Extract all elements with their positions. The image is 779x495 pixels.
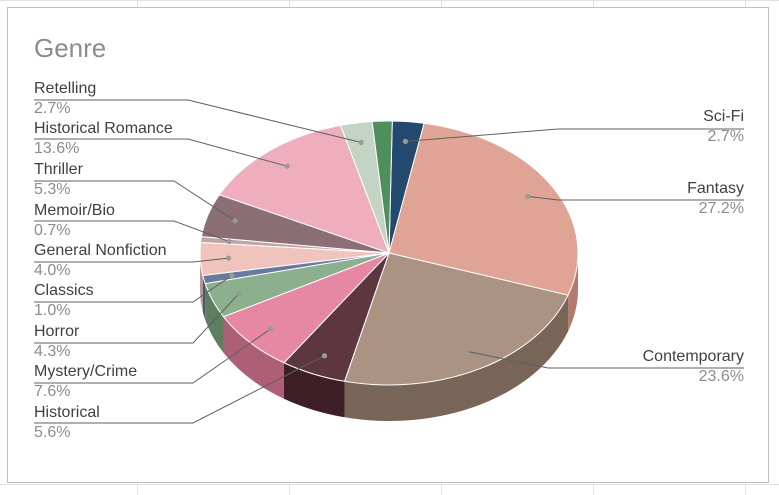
leader-dot-general-nonfiction [225,255,232,261]
label-value-historical: 5.6% [34,424,70,441]
sheet-gridline [0,0,779,1]
leader-line-contemporary [466,350,744,369]
leader-dot-mystery-crime [268,326,274,332]
leader-line-classics [34,275,232,303]
pie-slices [199,120,579,386]
leader-dot-horror [236,290,242,297]
leader-dot-thriller [232,218,238,224]
label-thriller: Thriller [34,161,84,178]
leader-dot-sci-fi [402,138,409,144]
leader-dot-fantasy [525,193,531,199]
label-historical: Historical [34,404,100,421]
pie-sides [200,253,578,421]
slice-unlabeled[interactable] [371,120,393,254]
label-value-classics: 1.0% [34,302,70,319]
label-value-memoir-bio: 0.7% [34,222,70,239]
leader-dot-memoir-bio [226,238,232,245]
leader-line-fantasy [527,195,744,201]
label-value-general-nonfiction: 4.0% [34,262,70,279]
label-horror: Horror [34,323,80,340]
leader-line-historical-romance [34,138,288,167]
leader-dot-historical-romance [284,163,290,169]
label-historical-romance: Historical Romance [34,120,173,137]
chart-title: Genre [34,33,106,63]
label-value-horror: 4.3% [34,343,70,360]
slice-fantasy[interactable] [388,122,579,296]
label-classics: Classics [34,282,94,299]
slice-side-contemporary [344,295,569,421]
label-general-nonfiction: General Nonfiction [34,242,167,259]
label-value-contemporary: 23.6% [699,368,744,385]
data-labels: Sci-Fi 2.7% Fantasy 27.2% Contemporary 23.6% H… [34,80,744,441]
chart-container[interactable]: Genre Sci-Fi 2.7% Fantasy 27.2% Contemporary… [7,7,769,483]
leader-line-retelling [34,99,362,143]
leader-line-historical [34,355,325,424]
label-value-mystery-crime: 7.6% [34,383,70,400]
leader-line-mystery-crime [34,328,271,384]
label-memoir-bio: Memoir/Bio [34,202,115,219]
sheet-gridline [0,484,779,485]
leader-dot-classics [229,272,235,279]
pie-chart: Genre Sci-Fi 2.7% Fantasy 27.2% Contemporary… [34,33,744,441]
slice-historical-romance[interactable] [218,124,390,254]
leader-lines [34,99,744,424]
slice-side-historical [283,362,345,418]
slice-side-horror [205,283,224,353]
leader-line-sci-fi [405,128,744,142]
leader-line-thriller [34,180,236,222]
leader-line-general-nonfiction [34,257,229,263]
label-sci-fi: Sci-Fi [703,108,744,125]
leader-dot-retelling [358,139,364,146]
slice-side-classics [202,275,206,320]
leader-dot-contemporary [463,348,470,354]
label-fantasy: Fantasy [687,180,744,197]
label-value-sci-fi: 2.7% [708,128,744,145]
label-value-thriller: 5.3% [34,181,70,198]
leader-line-memoir-bio [34,220,230,243]
label-contemporary: Contemporary [643,348,744,365]
leader-line-horror [34,293,240,344]
label-retelling: Retelling [34,80,96,97]
leader-dot-historical [321,353,328,359]
label-mystery-crime: Mystery/Crime [34,363,137,380]
label-value-historical-romance: 13.6% [34,140,79,157]
label-value-fantasy: 27.2% [699,200,744,217]
slice-side-mystery-crime [223,316,284,399]
slice-side-fantasy [568,253,578,332]
slice-contemporary[interactable] [343,252,569,386]
label-value-retelling: 2.7% [34,100,70,117]
